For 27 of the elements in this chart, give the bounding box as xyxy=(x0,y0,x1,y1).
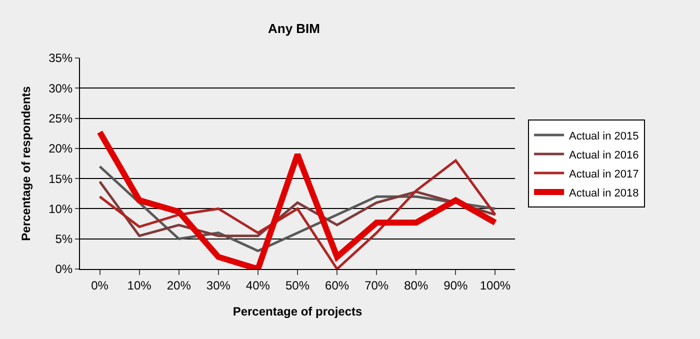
legend-label: Actual in 2016 xyxy=(569,149,639,162)
chart-title: Any BIM xyxy=(268,20,320,36)
y-tick-label: 35% xyxy=(48,51,73,66)
y-tick-label: 5% xyxy=(55,232,73,246)
x-axis-title: Percentage of projects xyxy=(232,304,363,318)
legend-label: Actual in 2017 xyxy=(569,168,639,180)
x-tick-label: 30% xyxy=(206,278,231,292)
y-tick-label: 30% xyxy=(48,81,73,96)
x-tick-label: 70% xyxy=(364,278,389,292)
legend-label: Actual in 2018 xyxy=(569,187,639,200)
x-tick-label: 20% xyxy=(166,278,192,292)
x-tick-label: 10% xyxy=(127,278,152,292)
y-tick-label: 0% xyxy=(55,262,73,276)
x-tick-label: 90% xyxy=(444,278,468,292)
x-tick-label: 100% xyxy=(480,278,511,292)
x-tick-label: 60% xyxy=(325,278,350,292)
x-tick-label: 40% xyxy=(246,278,270,292)
y-tick-label: 20% xyxy=(48,142,73,156)
x-tick-label: 80% xyxy=(404,278,428,292)
y-tick-label: 10% xyxy=(48,202,73,216)
y-tick-label: 15% xyxy=(48,172,73,186)
line-series xyxy=(98,159,496,269)
x-tick-label: 0% xyxy=(91,278,109,292)
x-tick-label: 50% xyxy=(285,278,310,292)
legend-label: Actual in 2015 xyxy=(569,130,639,142)
y-tick-label: 25% xyxy=(48,111,73,126)
y-axis-title: Percentage of respondents xyxy=(18,86,33,241)
